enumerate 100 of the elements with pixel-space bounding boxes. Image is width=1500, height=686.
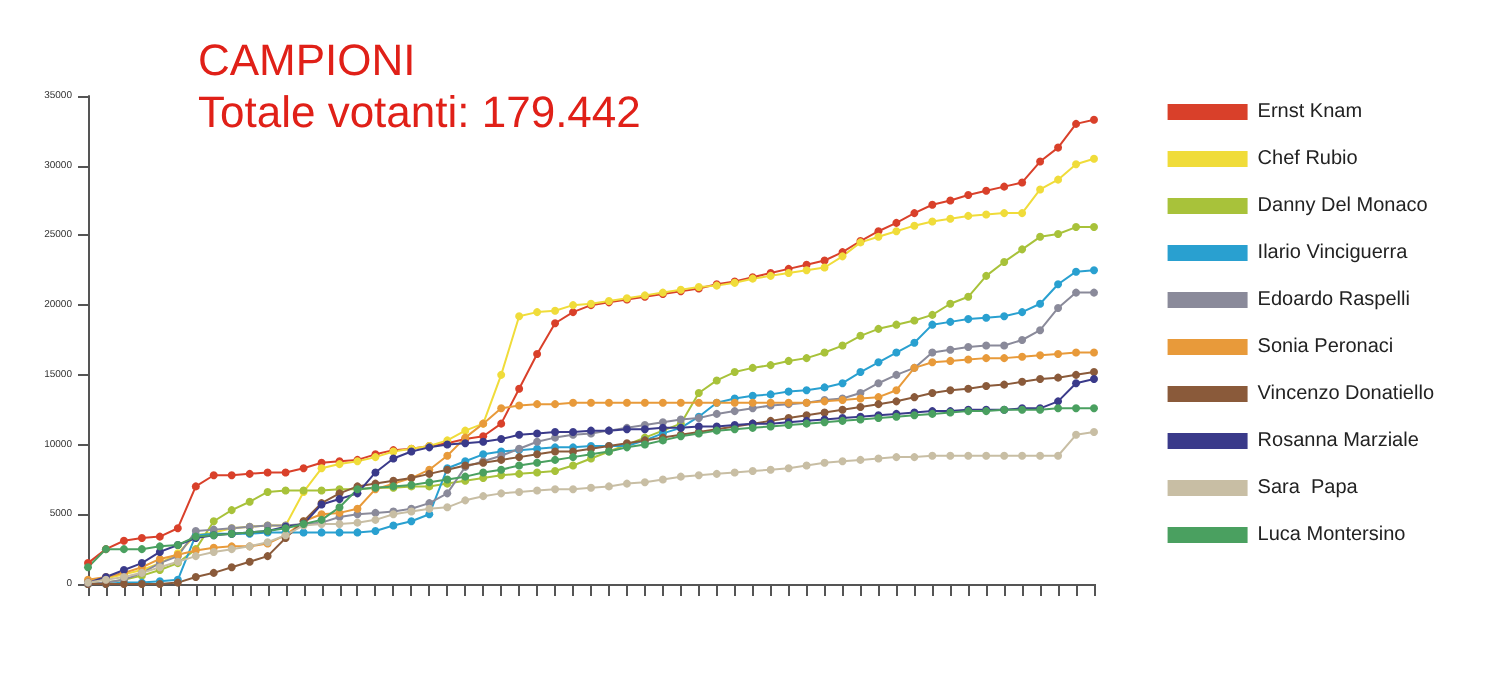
point (227, 506, 236, 515)
point (802, 354, 811, 363)
point (838, 405, 847, 414)
point (407, 517, 416, 526)
point (209, 568, 218, 577)
point (694, 388, 703, 397)
point (533, 486, 542, 495)
point (748, 363, 757, 372)
point (910, 221, 919, 230)
point (389, 454, 398, 463)
point (569, 301, 578, 310)
point (1072, 404, 1081, 413)
point (928, 388, 937, 397)
point (155, 554, 164, 563)
point (748, 467, 757, 476)
point (874, 400, 883, 409)
point (1000, 209, 1009, 218)
point (784, 356, 793, 365)
point (694, 398, 703, 407)
point (1036, 157, 1045, 166)
point (874, 454, 883, 463)
point (1000, 451, 1009, 460)
point (982, 341, 991, 350)
point (1054, 143, 1063, 152)
point (964, 191, 973, 199)
point (1090, 368, 1098, 377)
point (802, 461, 811, 470)
point (1054, 175, 1063, 184)
point (551, 485, 560, 494)
point (515, 430, 524, 439)
point (1054, 230, 1063, 239)
point (191, 482, 200, 491)
point (371, 468, 380, 477)
point (1090, 404, 1098, 413)
point (1054, 373, 1063, 382)
point (173, 524, 182, 533)
point (766, 390, 775, 399)
point (1054, 404, 1063, 413)
point (1072, 119, 1081, 128)
point (515, 401, 524, 410)
point (263, 468, 272, 477)
point (946, 356, 955, 365)
point (497, 435, 506, 443)
point (1072, 223, 1081, 232)
point (551, 467, 560, 476)
point (964, 315, 973, 324)
point (604, 482, 613, 491)
point (533, 400, 542, 409)
point (1090, 154, 1098, 163)
point (263, 552, 272, 561)
point (497, 404, 506, 413)
point (1054, 349, 1063, 358)
point (119, 545, 128, 554)
point (856, 455, 865, 464)
point (317, 464, 326, 473)
point (622, 479, 631, 488)
point (910, 209, 919, 218)
point (910, 316, 919, 325)
point (694, 422, 703, 431)
point (604, 398, 613, 407)
point (119, 536, 128, 545)
point (533, 349, 542, 358)
point (982, 382, 991, 391)
chart-title: CAMPIONI (198, 35, 416, 85)
point (1072, 160, 1081, 169)
point (874, 393, 883, 402)
point (497, 419, 506, 428)
point (1054, 280, 1063, 289)
point (461, 426, 470, 435)
point (1036, 232, 1045, 241)
point (1000, 257, 1009, 266)
point (964, 292, 973, 301)
point (892, 370, 901, 379)
point (551, 306, 560, 315)
point (946, 317, 955, 326)
point (1090, 428, 1098, 437)
point (784, 269, 793, 278)
point (964, 355, 973, 364)
point (371, 527, 380, 536)
point (209, 517, 218, 526)
point (191, 573, 200, 582)
point (1072, 430, 1081, 439)
point (946, 299, 955, 308)
point (946, 196, 955, 205)
point (640, 478, 649, 487)
point (640, 398, 649, 407)
point (245, 469, 254, 478)
point (569, 461, 578, 470)
point (515, 461, 524, 470)
point (928, 200, 937, 209)
point (281, 468, 290, 477)
point (443, 489, 452, 498)
point (1072, 370, 1081, 379)
point (515, 453, 524, 462)
point (1072, 379, 1081, 388)
point (856, 331, 865, 340)
point (1000, 341, 1009, 350)
point (389, 521, 398, 530)
point (551, 455, 560, 464)
point (820, 263, 829, 272)
